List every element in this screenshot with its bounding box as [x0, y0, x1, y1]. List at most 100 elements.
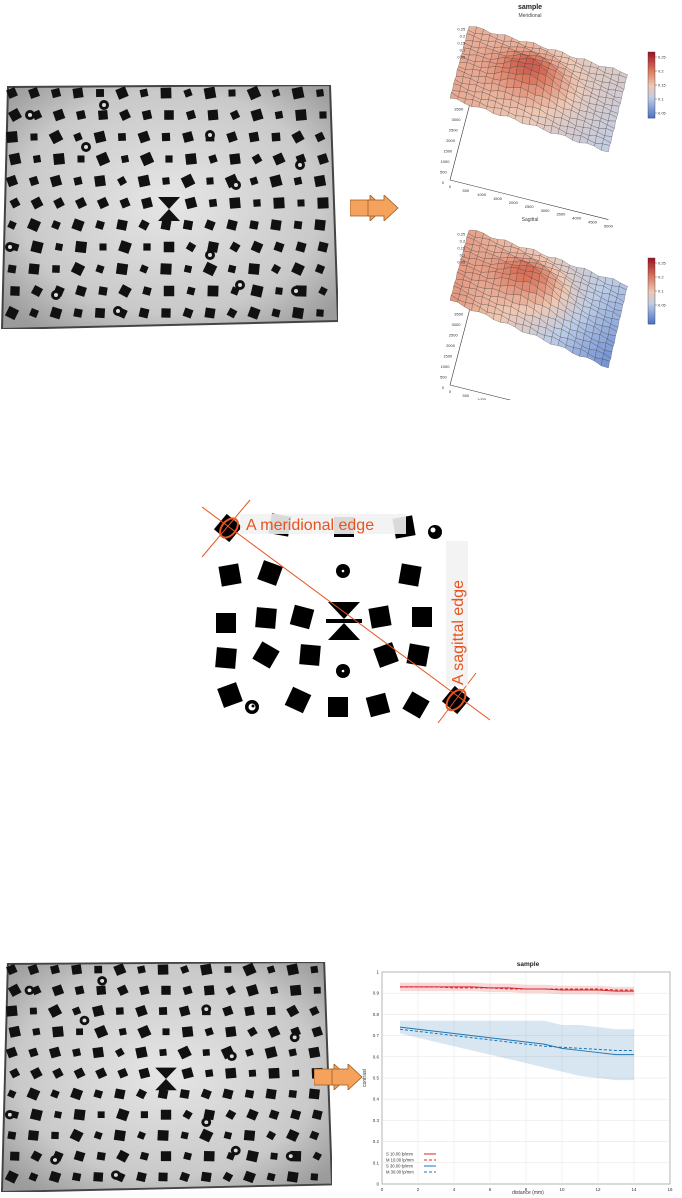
surface-cell: [544, 125, 552, 133]
x-tick-label: 1000: [477, 397, 487, 400]
surface-cell: [497, 263, 505, 269]
surface-cell: [544, 336, 552, 345]
colorbar-sagittal: 0.250.20.10.05: [648, 258, 667, 324]
y-tick-label: 500: [440, 169, 447, 174]
annotated-edge-closeup: A meridional edge A sagittal edge: [190, 495, 490, 740]
chart-square: [98, 1111, 105, 1118]
chart-square: [74, 1109, 86, 1120]
surface-cell: [464, 99, 472, 107]
chart-square: [52, 265, 60, 273]
x-tick-label: 3500: [556, 212, 566, 217]
arrow-right-icon-bottom: [314, 1064, 364, 1090]
surface-cell: [506, 51, 514, 56]
surface-cell: [506, 257, 514, 262]
chart-square: [266, 1089, 277, 1100]
chart-square: [51, 1132, 59, 1139]
x-tick-label: 3000: [541, 208, 551, 213]
y-tick-label: 3500: [454, 106, 464, 111]
chart-square: [181, 1132, 189, 1140]
closeup-square: [299, 644, 321, 666]
surface-cell: [506, 79, 514, 88]
chart-square: [161, 88, 172, 99]
surface-cell: [583, 268, 591, 276]
chart-square: [292, 307, 304, 319]
colorbar-tick: 0.2: [658, 69, 664, 74]
y-tick-label: 2500: [449, 332, 459, 337]
chart-square: [137, 965, 146, 973]
surface-cell: [516, 273, 524, 281]
chart-square: [268, 1068, 279, 1079]
chart-square: [225, 1068, 236, 1079]
chart-square: [119, 1028, 127, 1036]
x-tick-label: 0: [449, 389, 452, 394]
x-tick-label: 4500: [588, 220, 598, 225]
y-tick-label: 0.4: [373, 1097, 380, 1102]
surface-cell: [481, 265, 489, 272]
chart-square: [94, 966, 102, 974]
x-axis-label: distance (mm): [512, 1190, 544, 1196]
chart-square: [76, 1028, 83, 1035]
surface-cell: [612, 279, 620, 287]
y-tick-label: 1: [376, 970, 379, 975]
surface-cell: [472, 69, 480, 76]
chart-square: [157, 1130, 168, 1141]
surface-cell: [594, 358, 602, 366]
chart-square: [270, 219, 281, 230]
y-tick-label: 0.9: [373, 991, 380, 996]
surface-cell: [515, 324, 523, 332]
surface-cell: [475, 27, 483, 34]
y-tick-label: 0.3: [373, 1118, 380, 1123]
chart-square: [158, 1172, 167, 1181]
chart-square: [95, 308, 105, 318]
chart-square: [204, 87, 217, 100]
closeup-square: [366, 693, 390, 717]
closeup-square: [412, 607, 432, 627]
chart-square: [290, 985, 302, 996]
colorbar-tick: 0.1: [658, 289, 664, 294]
x-tick-label: 0: [381, 1187, 384, 1192]
chart-square: [200, 964, 212, 976]
chart-square: [225, 1026, 236, 1037]
chart-square: [208, 110, 219, 121]
surface-cell: [487, 272, 495, 279]
x-tick-label: 4000: [572, 216, 582, 221]
colorbar-tick: 0.05: [658, 111, 667, 116]
chart-square: [244, 1006, 255, 1016]
z-tick-label: 0.15: [457, 40, 466, 45]
y-tick-label: 2000: [446, 138, 456, 143]
chart-square: [316, 309, 324, 317]
chart-square: [28, 263, 39, 274]
chart-square: [72, 87, 83, 98]
closeup-square: [218, 563, 241, 586]
x-tick-label: 10: [559, 1187, 565, 1192]
x-tick-label: 2500: [525, 204, 535, 209]
chart-square: [273, 197, 284, 208]
chart-square: [164, 110, 174, 120]
chart-square: [294, 221, 303, 230]
colorbar-tick: 0.25: [658, 261, 667, 266]
plot2-title: Sagittal: [522, 217, 539, 223]
z-tick-label: 0.25: [457, 26, 466, 31]
chart-square: [206, 177, 214, 185]
chart-square: [316, 89, 324, 97]
hourglass-top: [328, 602, 360, 619]
chart-square: [140, 89, 149, 98]
surface-cell: [481, 61, 489, 68]
chart-square: [161, 220, 172, 231]
y-tick-label: 0.2: [373, 1139, 380, 1144]
closeup-square: [217, 682, 243, 708]
chart-square: [288, 1048, 297, 1056]
x-tick-label: 1000: [477, 192, 487, 197]
closeup-square: [285, 687, 312, 714]
chart-square: [249, 132, 260, 143]
surface-cell: [486, 107, 494, 114]
y-tick-label: 500: [440, 374, 447, 379]
surface-cell: [516, 66, 524, 74]
closeup-square: [368, 605, 391, 628]
y-axis-label: contrast: [362, 1069, 368, 1087]
chart-square: [94, 175, 106, 187]
chart-square: [54, 1111, 62, 1119]
y-tick-label: 0: [376, 1182, 379, 1187]
y-tick-label: 1500: [443, 353, 453, 358]
chart-square: [118, 133, 126, 141]
